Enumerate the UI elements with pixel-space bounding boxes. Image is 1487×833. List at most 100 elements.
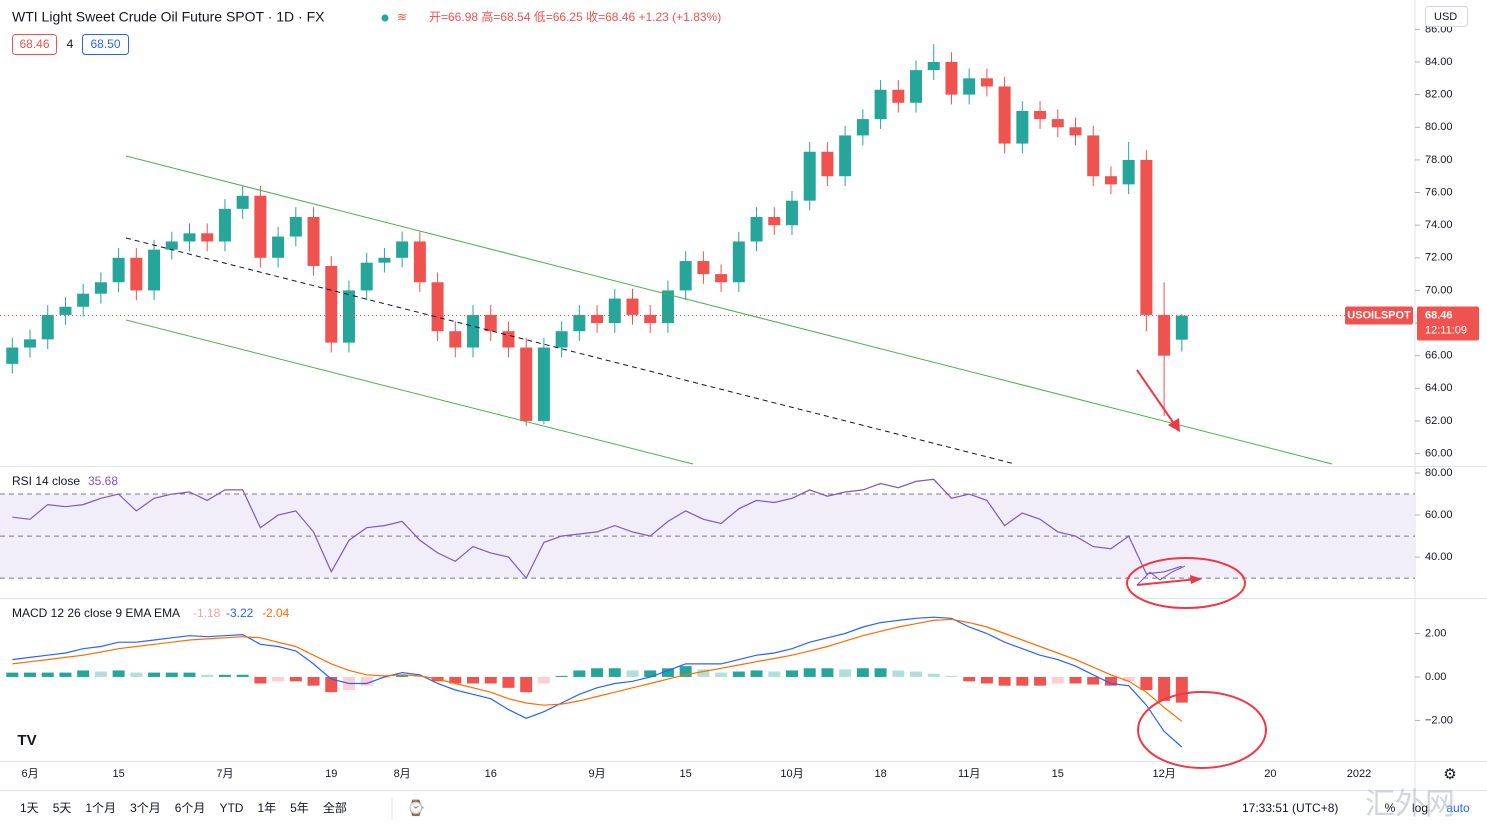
macd-histogram-bar [1140,676,1153,690]
candle-body [1140,159,1153,315]
candle-body [183,233,196,242]
macd-histogram-bar [679,666,692,677]
rsi-line [12,478,1182,580]
macd-histogram-bar [927,673,940,677]
candle-body [378,257,391,263]
macd-histogram-bar [626,670,639,677]
macd-histogram-bar [608,668,621,677]
macd-title: MACD 12 26 close 9 EMA EMA [12,606,180,620]
signal-value: -2.04 [262,606,290,620]
candle-body [289,217,302,237]
macd-histogram-bar [502,676,515,688]
range-button[interactable]: 3个月 [130,801,161,815]
x-tick-label: 2022 [1347,768,1371,780]
y-tick-label: 84.00 [1425,56,1453,68]
logo-box[interactable] [8,728,44,752]
candle-body [1069,127,1082,136]
candle-body [998,86,1011,144]
status-dot [381,14,389,22]
last-price: 68.46 [1425,309,1453,321]
macd-histogram-bar [520,676,533,693]
candle-body [608,298,621,324]
range-button[interactable]: 1天 [20,801,39,815]
x-tick-label: 8月 [394,768,411,780]
macd-histogram-bar [6,672,19,677]
candle-body [697,261,710,275]
currency-select[interactable] [1425,6,1468,27]
y-tick-label: 72.00 [1425,252,1453,264]
macd-histogram-bar [218,674,231,677]
channel-line [125,319,694,465]
x-tick-label: 10月 [780,768,803,780]
candle-body [165,241,178,250]
x-tick-label: 19 [325,768,337,780]
symbol-title: WTI Light Sweet Crude Oil Future SPOT · … [12,9,325,25]
macd-histogram-bar [484,676,497,684]
x-tick-label: 15 [680,768,692,780]
x-tick-label: 12月 [1152,768,1175,780]
macd-histogram-bar [41,672,54,677]
macd-histogram-bar [803,668,816,677]
candle-body [591,314,604,324]
macd-histogram-bar [874,668,887,677]
candle-body [520,347,533,421]
highlight-ellipse [1126,557,1246,609]
currency[interactable]: USD [1434,11,1457,23]
bid[interactable]: 68.46 [19,37,49,51]
candle-body [732,241,745,283]
candle-body [6,347,19,364]
log-toggle[interactable]: log [1412,801,1428,815]
macd-histogram-bar [24,672,37,677]
x-tick-label: 20 [1264,768,1276,780]
percent-toggle[interactable]: % [1385,801,1396,815]
macd-histogram-bar [165,672,178,677]
range-button[interactable]: 1个月 [85,801,116,815]
y-tick-label: 66.00 [1425,350,1453,362]
channel-line [125,155,1333,465]
candle-body [484,314,497,332]
macd-histogram-bar [1158,676,1171,701]
candle-body [963,78,976,95]
range-button[interactable]: 6个月 [175,801,206,815]
macd-histogram-bar [1034,676,1047,686]
y-tick-label: 64.00 [1425,382,1453,394]
range-button[interactable]: 5天 [53,801,72,815]
macd-histogram-bar [236,674,249,677]
candle-body [1175,315,1188,340]
range-button[interactable]: 1年 [257,801,276,815]
candle-body [661,290,674,324]
macd-histogram-bar [573,670,586,677]
signal-line [12,618,1183,722]
x-tick-label: 16 [485,768,497,780]
candle-body [715,274,728,283]
macd-histogram-bar [785,670,798,677]
arrow-head [1168,418,1180,432]
candle-body [803,151,816,201]
settings-icon[interactable]: ⚙ [1443,766,1456,783]
auto-toggle[interactable]: auto [1446,801,1470,815]
drawings [125,155,1333,769]
macd-histogram-bar [112,670,125,677]
ask-box[interactable] [82,34,129,55]
date-range-icon[interactable]: ⌚ [407,799,426,817]
range-button[interactable]: YTD [219,801,243,815]
candle-body [750,217,763,242]
ask[interactable]: 68.50 [90,37,120,51]
range-button[interactable]: 5年 [290,801,309,815]
y-tick-label: 2.00 [1425,627,1446,639]
bid-box[interactable] [12,34,57,55]
y-tick-label: 60.00 [1425,509,1453,521]
macd-histogram-bar [1175,676,1188,703]
macd-histogram-bar [661,668,674,677]
x-tick-label: 7月 [216,768,233,780]
candle-body [272,236,285,258]
countdown: 12:11:09 [1425,324,1467,336]
candle-body [254,195,267,258]
y-tick-label: 74.00 [1425,219,1453,231]
macd-histogram-bar [307,676,320,686]
macd-value: -3.22 [226,606,254,620]
logo[interactable]: TV [17,732,36,749]
range-button[interactable]: 全部 [323,800,347,815]
arrow-head [1190,575,1202,584]
